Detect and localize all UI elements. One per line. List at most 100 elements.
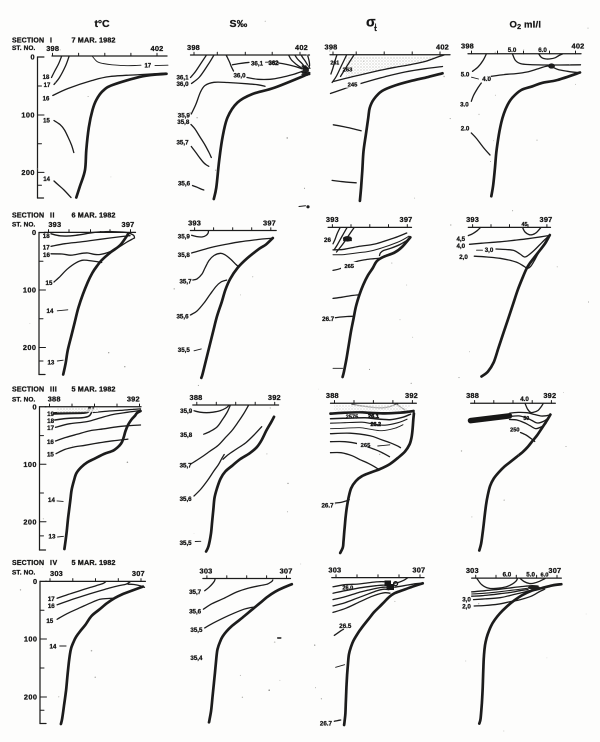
svg-text:250: 250 bbox=[510, 428, 519, 434]
svg-text:σ: σ bbox=[366, 14, 376, 30]
svg-text:15: 15 bbox=[46, 618, 53, 625]
svg-text:16: 16 bbox=[48, 603, 55, 610]
svg-text:6.0: 6.0 bbox=[503, 571, 512, 578]
svg-text:0: 0 bbox=[33, 577, 37, 586]
svg-text:265: 265 bbox=[344, 264, 354, 270]
svg-text:307: 307 bbox=[412, 565, 425, 574]
svg-text:393: 393 bbox=[188, 218, 201, 227]
svg-text:100: 100 bbox=[23, 460, 37, 469]
svg-text:17: 17 bbox=[47, 425, 54, 432]
svg-text:III: III bbox=[50, 387, 57, 394]
svg-text:18: 18 bbox=[47, 418, 54, 425]
svg-text:4,5: 4,5 bbox=[456, 236, 465, 243]
svg-text:0: 0 bbox=[32, 402, 36, 411]
svg-text:303: 303 bbox=[50, 569, 63, 578]
svg-text:4.0: 4.0 bbox=[520, 396, 529, 403]
svg-text:402: 402 bbox=[295, 43, 308, 52]
svg-text:36,0: 36,0 bbox=[233, 72, 246, 79]
svg-text:4,0: 4,0 bbox=[456, 243, 465, 250]
svg-text:IV: IV bbox=[50, 560, 58, 567]
svg-text:402: 402 bbox=[151, 44, 164, 53]
svg-text:397: 397 bbox=[400, 215, 413, 224]
svg-text:398: 398 bbox=[325, 43, 338, 52]
svg-text:392: 392 bbox=[268, 393, 281, 402]
svg-text:II: II bbox=[50, 213, 55, 220]
svg-text:35,8: 35,8 bbox=[178, 252, 191, 259]
svg-text:SECTION: SECTION bbox=[12, 560, 44, 567]
svg-text:35,5: 35,5 bbox=[178, 347, 191, 354]
svg-text:36,3: 36,3 bbox=[302, 71, 311, 76]
svg-text:393: 393 bbox=[326, 215, 339, 224]
svg-text:307: 307 bbox=[548, 566, 561, 575]
svg-text:19: 19 bbox=[47, 411, 54, 418]
svg-text:16: 16 bbox=[47, 439, 54, 446]
svg-text:7 MAR. 1982: 7 MAR. 1982 bbox=[72, 36, 116, 45]
svg-text:t: t bbox=[374, 24, 377, 33]
svg-text:388: 388 bbox=[190, 393, 203, 402]
svg-text:100: 100 bbox=[23, 286, 37, 295]
svg-text:14: 14 bbox=[49, 644, 56, 651]
svg-text:26.5: 26.5 bbox=[339, 623, 352, 630]
svg-text:SECTION: SECTION bbox=[12, 213, 44, 220]
svg-text:17: 17 bbox=[44, 83, 51, 89]
svg-text:303: 303 bbox=[466, 566, 479, 575]
svg-text:200: 200 bbox=[23, 343, 37, 352]
svg-text:15: 15 bbox=[47, 451, 54, 458]
svg-text:35,9: 35,9 bbox=[178, 113, 191, 120]
svg-text:398: 398 bbox=[46, 44, 59, 53]
svg-text:ST. NO.: ST. NO. bbox=[12, 397, 36, 404]
svg-text:13: 13 bbox=[47, 360, 54, 367]
svg-text:26.1: 26.1 bbox=[368, 414, 379, 420]
svg-text:388: 388 bbox=[326, 391, 339, 400]
svg-text:13: 13 bbox=[49, 533, 56, 540]
svg-text:245: 245 bbox=[348, 82, 358, 88]
svg-text:26.0: 26.0 bbox=[342, 586, 353, 592]
svg-text:15: 15 bbox=[43, 119, 50, 125]
svg-text:26.7: 26.7 bbox=[322, 316, 335, 323]
svg-text:200: 200 bbox=[23, 517, 37, 526]
svg-text:200: 200 bbox=[21, 168, 35, 177]
svg-text:36,1: 36,1 bbox=[251, 61, 264, 68]
svg-text:393: 393 bbox=[466, 215, 479, 224]
svg-text:398: 398 bbox=[461, 42, 474, 51]
svg-text:5.0: 5.0 bbox=[526, 572, 535, 579]
svg-text:307: 307 bbox=[280, 566, 293, 575]
svg-text:35,5: 35,5 bbox=[180, 540, 193, 547]
svg-text:2,0: 2,0 bbox=[462, 603, 471, 610]
svg-text:392: 392 bbox=[543, 391, 556, 400]
svg-text:362: 362 bbox=[268, 61, 279, 67]
svg-text:35,4: 35,4 bbox=[190, 655, 203, 662]
svg-text:17: 17 bbox=[144, 64, 151, 70]
svg-text:35,6: 35,6 bbox=[180, 496, 193, 503]
svg-text:200: 200 bbox=[24, 693, 38, 702]
svg-text:388: 388 bbox=[466, 391, 479, 400]
svg-text:35,8: 35,8 bbox=[177, 119, 190, 126]
svg-text:35,8: 35,8 bbox=[180, 432, 193, 439]
svg-text:O2 ml/l: O2 ml/l bbox=[510, 19, 542, 31]
svg-text:SECTION: SECTION bbox=[12, 38, 44, 45]
svg-text:ST. NO.: ST. NO. bbox=[12, 45, 36, 52]
svg-text:17: 17 bbox=[48, 596, 55, 603]
svg-text:35,6: 35,6 bbox=[176, 313, 189, 320]
svg-text:6.0: 6.0 bbox=[538, 47, 547, 54]
svg-text:17: 17 bbox=[43, 244, 50, 251]
svg-text:307: 307 bbox=[132, 569, 145, 578]
svg-text:261: 261 bbox=[343, 237, 352, 243]
svg-text:5.0: 5.0 bbox=[508, 47, 517, 54]
svg-text:392: 392 bbox=[127, 395, 140, 404]
svg-text:26.7: 26.7 bbox=[321, 503, 334, 510]
svg-text:388: 388 bbox=[48, 395, 61, 404]
svg-text:5 MAR. 1982: 5 MAR. 1982 bbox=[72, 558, 116, 567]
svg-text:35,9: 35,9 bbox=[180, 408, 193, 415]
svg-text:35,9: 35,9 bbox=[178, 234, 191, 241]
svg-text:ST. NO.: ST. NO. bbox=[12, 222, 36, 229]
svg-text:t°C: t°C bbox=[95, 18, 110, 30]
svg-text:35,5: 35,5 bbox=[190, 627, 203, 634]
svg-text:303: 303 bbox=[200, 566, 213, 575]
svg-text:14: 14 bbox=[43, 177, 50, 183]
svg-text:35,7: 35,7 bbox=[189, 589, 202, 596]
svg-text:26.2: 26.2 bbox=[371, 422, 382, 428]
svg-text:35,7: 35,7 bbox=[180, 462, 193, 469]
svg-text:ST. NO.: ST. NO. bbox=[12, 570, 36, 577]
svg-text:0: 0 bbox=[30, 53, 34, 62]
